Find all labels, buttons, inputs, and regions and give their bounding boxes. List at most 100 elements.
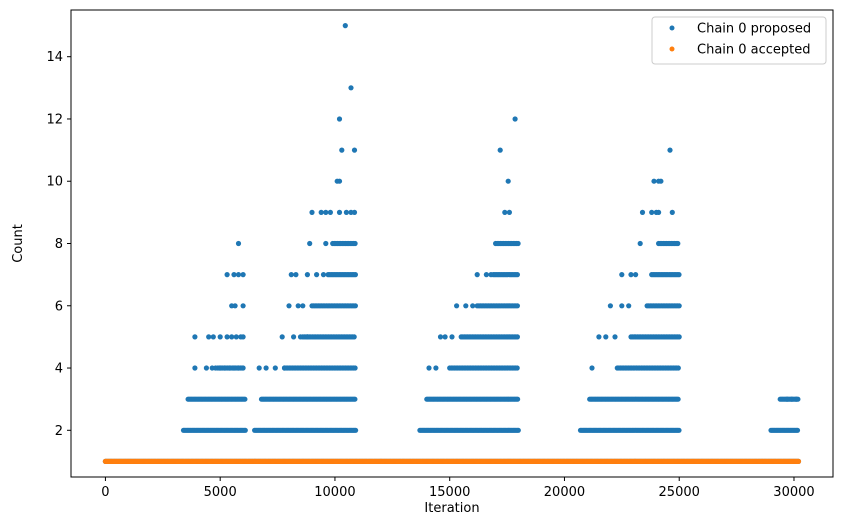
- proposed-point: [352, 240, 358, 247]
- proposed-point: [676, 272, 682, 278]
- proposed-point: [229, 334, 235, 340]
- proposed-point: [343, 209, 349, 215]
- proposed-point: [279, 334, 285, 340]
- proposed-point: [442, 334, 448, 340]
- legend-label-proposed: Chain 0 proposed: [697, 22, 811, 37]
- proposed-point: [336, 178, 343, 184]
- x-tick-label: 10000: [314, 485, 355, 500]
- proposed-point: [203, 365, 209, 371]
- proposed-point: [318, 209, 324, 215]
- proposed-point: [323, 209, 329, 215]
- proposed-point: [506, 209, 512, 215]
- proposed-point: [304, 272, 310, 278]
- proposed-point: [437, 334, 444, 340]
- proposed-point: [226, 365, 232, 371]
- proposed-point: [352, 272, 358, 278]
- proposed-point: [637, 240, 643, 247]
- proposed-point: [314, 272, 320, 278]
- proposed-point: [351, 147, 358, 153]
- proposed-point: [505, 178, 511, 184]
- proposed-point: [293, 272, 299, 278]
- proposed-point: [474, 272, 480, 278]
- proposed-point: [224, 272, 230, 278]
- legend-marker-accepted: [669, 46, 675, 52]
- plot-frame: [70, 9, 834, 478]
- proposed-point: [352, 303, 358, 309]
- proposed-point: [272, 365, 278, 371]
- x-tick-label: 30000: [773, 485, 814, 500]
- proposed-point: [676, 303, 682, 309]
- proposed-point: [470, 303, 476, 309]
- legend: Chain 0 proposed Chain 0 accepted: [651, 16, 827, 65]
- proposed-point: [512, 116, 518, 122]
- y-tick-label: 10: [46, 175, 63, 190]
- x-axis-label: Iteration: [424, 501, 479, 516]
- proposed-point: [235, 272, 242, 278]
- proposed-point: [515, 427, 521, 433]
- proposed-point: [336, 116, 343, 122]
- proposed-point: [351, 209, 358, 215]
- proposed-point: [352, 396, 358, 402]
- accepted-point: [795, 458, 802, 464]
- proposed-point: [784, 396, 790, 402]
- y-tick-label: 4: [55, 362, 63, 377]
- proposed-point: [515, 396, 521, 402]
- proposed-point: [596, 334, 602, 340]
- x-tick-label: 25000: [659, 485, 700, 500]
- y-tick-label: 2: [55, 424, 63, 439]
- proposed-point: [649, 209, 655, 215]
- proposed-point: [352, 365, 358, 371]
- y-axis-ticks: 2 4 6 8 10 12 14: [46, 50, 71, 439]
- proposed-point: [619, 303, 625, 309]
- proposed-point: [233, 334, 239, 340]
- proposed-point: [612, 334, 618, 340]
- proposed-point: [589, 365, 595, 371]
- proposed-point: [300, 303, 306, 309]
- proposed-point: [514, 365, 520, 371]
- proposed-point: [463, 303, 469, 309]
- y-tick-label: 8: [55, 237, 63, 252]
- proposed-point: [339, 147, 345, 153]
- x-tick-label: 5000: [204, 485, 237, 500]
- proposed-point: [669, 209, 675, 215]
- proposed-point: [192, 365, 198, 371]
- proposed-point: [281, 365, 288, 371]
- proposed-point: [240, 272, 246, 278]
- proposed-point: [488, 272, 494, 278]
- proposed-point: [235, 240, 242, 247]
- legend-marker-proposed: [669, 25, 675, 31]
- proposed-point: [789, 396, 795, 402]
- y-axis-label: Count: [11, 224, 26, 263]
- proposed-point: [449, 334, 455, 340]
- proposed-point: [639, 209, 646, 215]
- proposed-point: [240, 303, 246, 309]
- proposed-point: [607, 303, 614, 309]
- proposed-point: [675, 240, 681, 247]
- proposed-point: [217, 334, 223, 340]
- proposed-point: [514, 303, 521, 309]
- proposed-point: [240, 365, 246, 371]
- proposed-point: [502, 209, 508, 215]
- proposed-point: [676, 427, 682, 433]
- proposed-point: [514, 334, 521, 340]
- proposed-point: [676, 334, 682, 340]
- proposed-point: [256, 365, 262, 371]
- x-tick-label: 0: [101, 485, 109, 500]
- proposed-point: [295, 303, 301, 309]
- proposed-point: [794, 427, 801, 433]
- proposed-point: [231, 272, 237, 278]
- proposed-point: [514, 272, 521, 278]
- proposed-point: [342, 23, 348, 29]
- proposed-point: [232, 303, 238, 309]
- proposed-point: [515, 240, 521, 247]
- proposed-point: [297, 334, 304, 340]
- x-axis-ticks: 0 5000 10000 15000 20000 25000 30000: [101, 477, 815, 500]
- y-tick-label: 12: [46, 112, 63, 127]
- proposed-point: [483, 272, 489, 278]
- proposed-point: [793, 396, 799, 402]
- proposed-point: [651, 178, 657, 184]
- proposed-point: [231, 365, 237, 371]
- proposed-point: [497, 147, 503, 153]
- proposed-point: [217, 365, 223, 371]
